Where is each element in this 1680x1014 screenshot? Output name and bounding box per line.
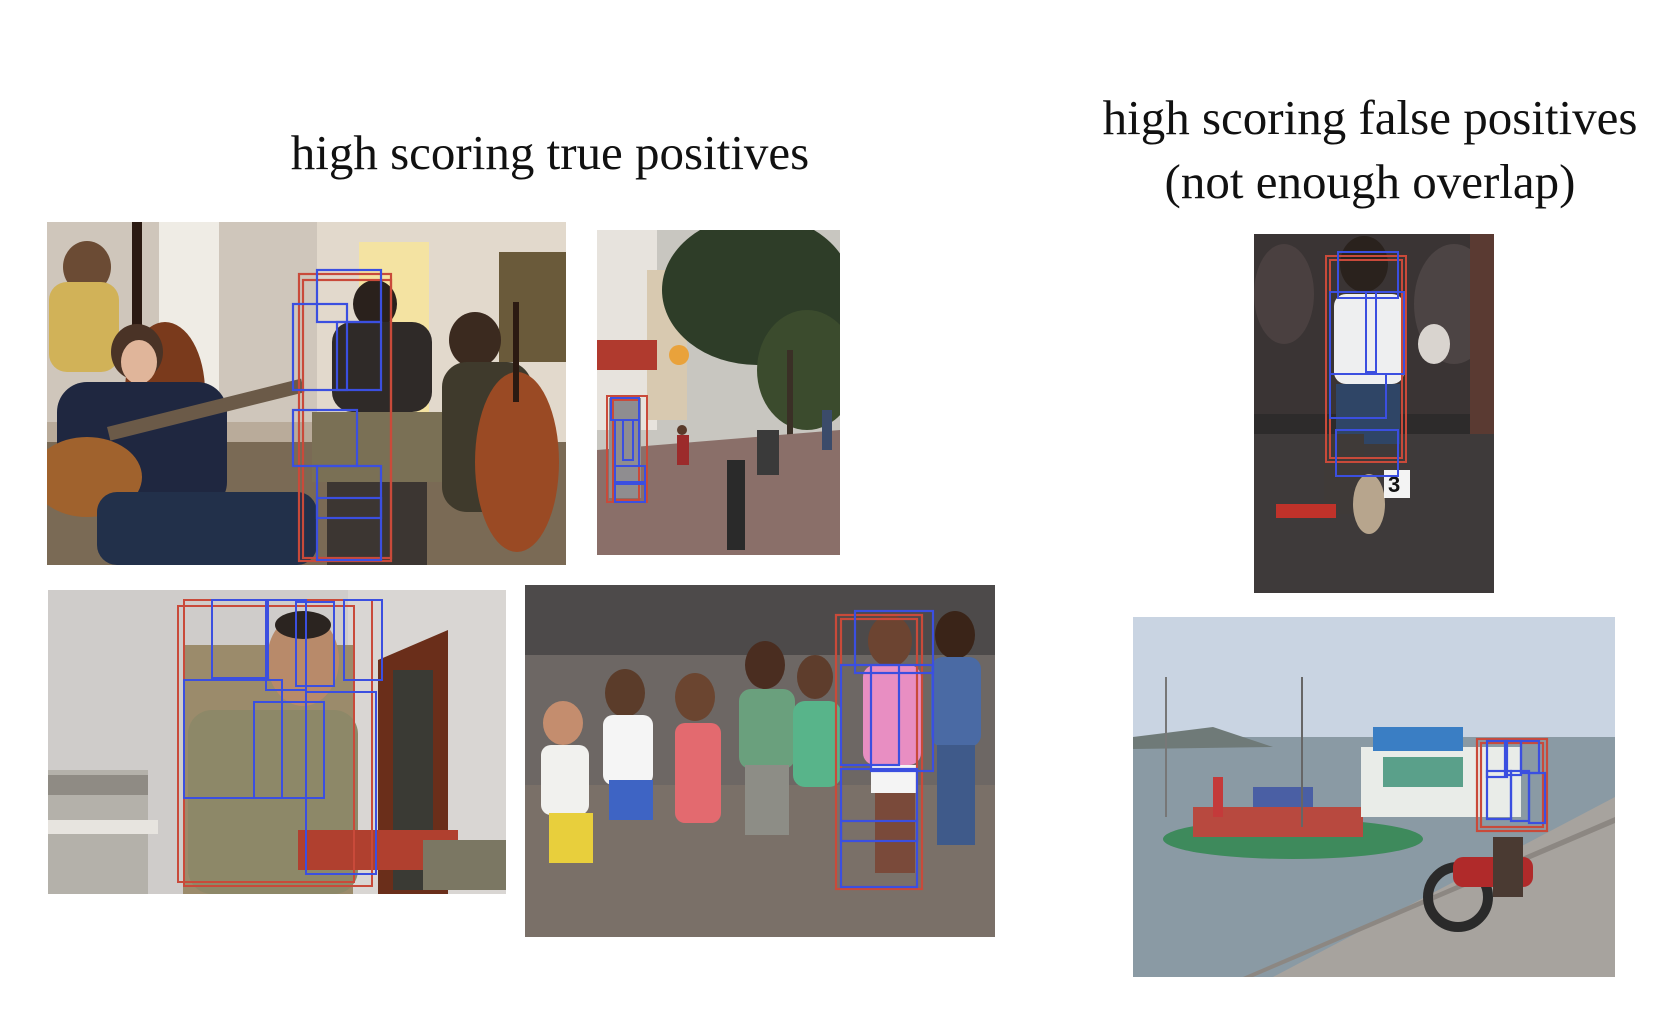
panel-boats bbox=[1133, 617, 1615, 977]
panel-musicians bbox=[47, 222, 566, 565]
dogshow-photo: 3 bbox=[1254, 234, 1494, 593]
heading-true-positives: high scoring true positives bbox=[290, 125, 810, 180]
panel-dogshow: 3 bbox=[1254, 234, 1494, 593]
heading-false-positives-line2: (not enough overlap) bbox=[1164, 154, 1576, 209]
soldier-photo bbox=[48, 590, 506, 894]
panel-soldier bbox=[48, 590, 506, 894]
panel-children bbox=[525, 585, 995, 937]
heading-false-positives-line1: high scoring false positives bbox=[1102, 90, 1638, 145]
street-photo bbox=[597, 230, 840, 555]
heading-false-positives: high scoring false positives (not enough… bbox=[1060, 86, 1680, 214]
musicians-photo bbox=[47, 222, 566, 565]
svg-text:3: 3 bbox=[1388, 472, 1400, 497]
panel-street bbox=[597, 230, 840, 555]
boats-photo bbox=[1133, 617, 1615, 977]
children-photo bbox=[525, 585, 995, 937]
